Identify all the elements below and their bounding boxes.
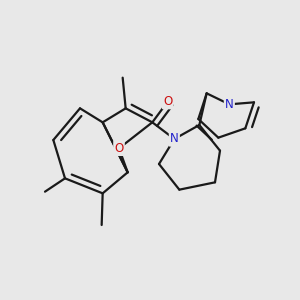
Text: N: N (170, 133, 179, 146)
Text: N: N (225, 98, 234, 111)
Text: O: O (163, 95, 172, 108)
Text: O: O (114, 142, 124, 155)
